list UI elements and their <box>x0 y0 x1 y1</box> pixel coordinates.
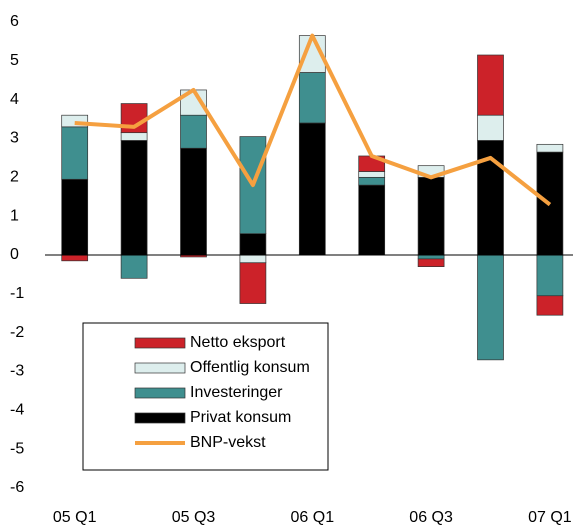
bar-segment <box>180 147 207 256</box>
bar-segment <box>417 254 445 260</box>
y-tick-label: 2 <box>10 169 19 186</box>
bar-segment <box>239 233 267 256</box>
bar-segment <box>417 176 445 256</box>
legend-swatch <box>134 362 186 374</box>
x-tick-label: 05 Q3 <box>172 509 216 526</box>
bar-segment <box>477 114 504 141</box>
bar-segment <box>120 132 148 141</box>
bar-segment <box>61 178 89 256</box>
bar-segment <box>239 254 267 264</box>
y-tick-label: 5 <box>10 52 19 69</box>
bar-segment <box>358 184 386 256</box>
bar-segment <box>298 122 326 256</box>
y-tick-label: -2 <box>10 324 24 341</box>
bar-segment <box>239 262 267 304</box>
y-tick-label: 1 <box>10 207 19 224</box>
line <box>74 33 552 207</box>
legend-label: Offentlig konsum <box>190 359 310 376</box>
y-tick-label: 0 <box>10 246 19 263</box>
bar-segment <box>120 254 148 279</box>
bar-segment <box>536 254 564 297</box>
x-tick-label: 05 Q1 <box>53 509 97 526</box>
y-tick-label: 3 <box>10 130 19 147</box>
y-tick-label: 6 <box>10 13 19 30</box>
bar-segment <box>61 114 89 128</box>
legend-swatch <box>134 337 186 349</box>
bar-segment <box>536 295 564 316</box>
bar-segment <box>61 254 89 262</box>
legend-label: Privat konsum <box>190 409 291 426</box>
legend-swatch <box>134 387 186 399</box>
y-tick-label: -4 <box>10 402 24 419</box>
y-tick-label: -5 <box>10 440 24 457</box>
bar-segment <box>180 114 207 149</box>
y-tick-label: 4 <box>10 91 19 108</box>
bar-segment <box>120 140 148 256</box>
bar-segment <box>298 72 326 124</box>
legend-box <box>82 322 329 471</box>
bar-segment <box>61 126 89 180</box>
bar-segment <box>417 258 445 267</box>
y-tick-label: -3 <box>10 363 24 380</box>
bar-segment <box>536 143 564 153</box>
y-tick-label: -1 <box>10 285 24 302</box>
bar-segment <box>358 176 386 186</box>
legend-label: BNP-vekst <box>190 434 266 451</box>
legend-swatch <box>134 412 186 424</box>
bar-segment <box>477 254 504 361</box>
legend-label: Netto eksport <box>190 334 286 351</box>
bar-segment <box>477 54 504 116</box>
x-tick-label: 07 Q1 <box>528 509 572 526</box>
bar-segment <box>358 171 386 178</box>
x-tick-label: 06 Q1 <box>291 509 335 526</box>
y-tick-label: -6 <box>10 479 24 496</box>
legend-label: Investeringer <box>190 384 283 401</box>
x-tick-label: 06 Q3 <box>409 509 453 526</box>
